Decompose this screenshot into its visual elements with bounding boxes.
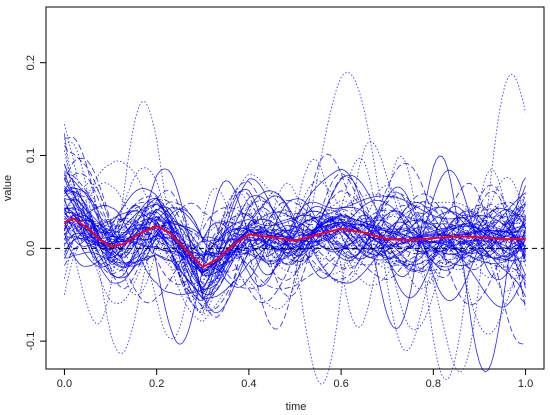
sample-curve bbox=[64, 124, 526, 352]
mean-curve bbox=[64, 217, 526, 269]
sample-curve bbox=[64, 188, 526, 301]
sample-curve bbox=[64, 197, 526, 291]
y-tick-label: 0.2 bbox=[25, 55, 37, 70]
sample-curve bbox=[64, 172, 526, 298]
sample-curve bbox=[64, 182, 526, 296]
sample-curve bbox=[64, 210, 526, 267]
x-tick-label: 0.6 bbox=[333, 378, 348, 390]
plot-frame bbox=[45, 6, 545, 370]
sample-curve bbox=[64, 214, 526, 269]
sample-curve bbox=[64, 163, 526, 276]
sample-curve bbox=[64, 204, 526, 290]
sample-curve bbox=[64, 169, 526, 287]
y-tick-label: 0.0 bbox=[25, 241, 37, 256]
sample-curve bbox=[64, 201, 526, 289]
y-tick-label: 0.1 bbox=[25, 148, 37, 163]
x-tick-label: 0.8 bbox=[426, 378, 441, 390]
y-axis: -0.1 0.0 0.1 0.2 bbox=[25, 55, 47, 351]
x-axis: 0.0 0.2 0.4 0.6 0.8 1.0 bbox=[57, 368, 533, 390]
sample-curve bbox=[64, 71, 526, 331]
x-tick-label: 0.0 bbox=[57, 378, 72, 390]
x-axis-title: time bbox=[286, 401, 307, 413]
sample-curve bbox=[64, 170, 526, 282]
sample-curve bbox=[64, 205, 526, 296]
sample-curve bbox=[64, 189, 526, 273]
sample-curve bbox=[64, 176, 526, 289]
sample-curve bbox=[64, 136, 526, 345]
sample-curve bbox=[64, 204, 526, 296]
sample-curve bbox=[64, 213, 526, 262]
sample-curve bbox=[64, 155, 526, 373]
sample-curve bbox=[64, 135, 526, 276]
sample-curve bbox=[64, 195, 526, 311]
x-tick-label: 0.2 bbox=[149, 378, 164, 390]
sample-curve bbox=[64, 208, 526, 271]
x-tick-label: 1.0 bbox=[518, 378, 533, 390]
sample-curve bbox=[64, 141, 526, 381]
sample-curve bbox=[64, 200, 526, 285]
sample-curve bbox=[64, 168, 526, 314]
y-axis-title: value bbox=[2, 175, 14, 201]
sample-curve bbox=[64, 187, 526, 276]
sample-curve bbox=[64, 178, 526, 308]
sample-curve bbox=[64, 145, 526, 304]
sample-curve bbox=[64, 173, 526, 335]
curves-layer bbox=[64, 71, 526, 385]
y-tick-label: -0.1 bbox=[25, 332, 37, 351]
x-tick-label: 0.4 bbox=[241, 378, 256, 390]
sample-curve bbox=[64, 157, 526, 306]
